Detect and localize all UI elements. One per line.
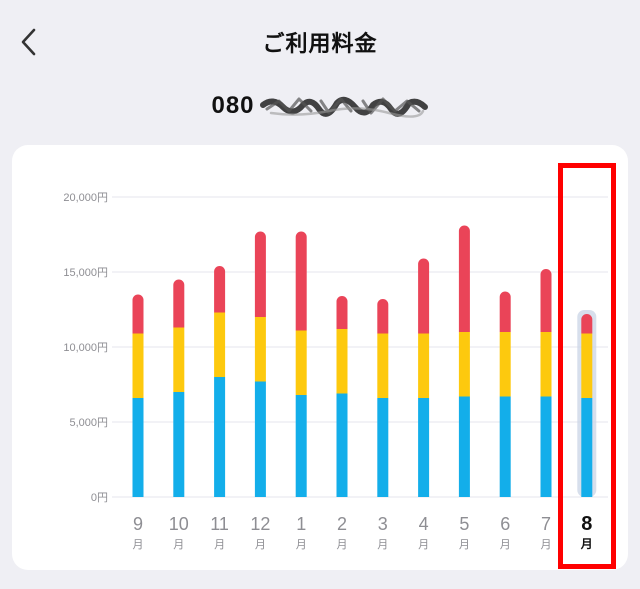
- x-tick-unit: 月: [133, 538, 144, 551]
- x-tick-unit: 月: [580, 537, 593, 551]
- bar-segment[interactable]: [132, 333, 144, 399]
- chevron-left-icon: [21, 28, 36, 56]
- phone-number-prefix: 080: [211, 92, 255, 119]
- x-tick-label[interactable]: 7: [541, 514, 551, 534]
- bar-segment[interactable]: [458, 396, 470, 498]
- x-tick-unit: 月: [377, 538, 388, 551]
- phone-number: 080: [0, 88, 640, 124]
- bar-segment[interactable]: [295, 395, 307, 497]
- usage-chart-card: 0円 5,000円 10,000円 15,000円 20,000円 9 月 10 月 11 月 12 月…: [12, 145, 628, 570]
- bar-segment[interactable]: [214, 377, 226, 497]
- x-tick-label[interactable]: 10: [169, 514, 189, 534]
- bar-segment[interactable]: [214, 266, 226, 313]
- x-tick-unit: 月: [418, 538, 429, 551]
- bar-segment[interactable]: [499, 396, 511, 498]
- x-tick-label[interactable]: 1: [296, 514, 306, 534]
- x-tick-label[interactable]: 3: [378, 514, 388, 534]
- y-tick-label: 10,000円: [63, 342, 108, 354]
- usage-bar-chart: 0円5,000円10,000円15,000円20,000円9月10月11月12月…: [63, 192, 608, 551]
- x-tick-unit: 月: [337, 538, 348, 551]
- x-tick-unit: 月: [255, 538, 266, 551]
- bar-segment[interactable]: [499, 332, 511, 397]
- bar-segment[interactable]: [295, 231, 307, 331]
- bar-segment[interactable]: [418, 398, 430, 497]
- bar-segment[interactable]: [540, 269, 552, 332]
- bar-segment[interactable]: [418, 333, 430, 399]
- x-tick-unit: 月: [173, 538, 184, 551]
- redacted-scribble-icon: [259, 91, 429, 121]
- bar-segment[interactable]: [499, 291, 511, 333]
- x-tick-unit: 月: [296, 538, 307, 551]
- bar-segment[interactable]: [377, 398, 389, 497]
- header: ご利用料金: [0, 0, 640, 82]
- x-tick-label[interactable]: 12: [250, 514, 270, 534]
- page-title: ご利用料金: [262, 31, 378, 56]
- bar-segment[interactable]: [132, 294, 144, 334]
- bar-segment[interactable]: [254, 231, 266, 318]
- x-tick-unit: 月: [500, 538, 511, 551]
- y-tick-label: 20,000円: [63, 192, 108, 204]
- x-tick-label[interactable]: 11: [210, 514, 229, 534]
- bar-segment[interactable]: [458, 225, 470, 333]
- bar-segment[interactable]: [295, 330, 307, 396]
- bar-segment[interactable]: [336, 329, 348, 394]
- bar-segment[interactable]: [132, 398, 144, 497]
- x-tick-unit: 月: [541, 538, 552, 551]
- x-tick-label[interactable]: 8: [581, 513, 592, 535]
- x-tick-unit: 月: [459, 538, 470, 551]
- bar-segment[interactable]: [173, 392, 185, 497]
- bar-segment[interactable]: [254, 381, 266, 498]
- x-tick-label[interactable]: 9: [133, 514, 143, 534]
- bar-segment[interactable]: [214, 312, 226, 378]
- bar-segment[interactable]: [377, 299, 389, 334]
- x-tick-label[interactable]: 2: [337, 514, 347, 534]
- bar-segment[interactable]: [581, 398, 593, 497]
- bar-segment[interactable]: [173, 279, 185, 328]
- x-tick-unit: 月: [214, 538, 225, 551]
- back-button[interactable]: [14, 24, 46, 60]
- bar-segment[interactable]: [581, 333, 593, 399]
- bar-segment[interactable]: [336, 296, 348, 329]
- y-tick-label: 15,000円: [63, 267, 108, 279]
- bar-segment[interactable]: [418, 258, 430, 334]
- bar-segment[interactable]: [540, 396, 552, 498]
- bar-segment[interactable]: [336, 393, 348, 498]
- x-tick-label[interactable]: 4: [419, 514, 429, 534]
- bar-segment[interactable]: [540, 332, 552, 397]
- bar-segment[interactable]: [254, 317, 266, 382]
- bar-segment[interactable]: [458, 332, 470, 397]
- bar-segment[interactable]: [173, 327, 185, 393]
- x-tick-label[interactable]: 6: [500, 514, 510, 534]
- x-tick-label[interactable]: 5: [459, 514, 469, 534]
- bar-segment[interactable]: [377, 333, 389, 399]
- y-tick-label: 5,000円: [69, 417, 108, 429]
- y-tick-label: 0円: [91, 492, 108, 504]
- bar-segment[interactable]: [581, 314, 593, 334]
